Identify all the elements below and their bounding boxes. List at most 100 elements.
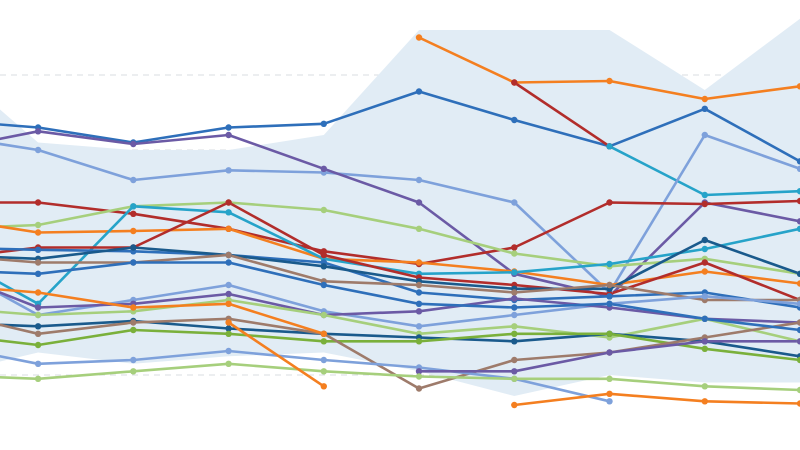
series-20-point-2: [34, 330, 42, 337]
series-12-point-2: [34, 246, 42, 253]
series-25-line: [0, 362, 800, 392]
series-10-point-3: [130, 203, 137, 210]
series-7-point-8: [606, 199, 613, 206]
series-14-line: [0, 253, 800, 302]
series-3-line: [512, 81, 611, 148]
series-19-point-5: [320, 338, 327, 345]
series-13-line: [0, 238, 800, 291]
series-7-line: [0, 199, 800, 266]
series-10-point-10: [796, 225, 800, 232]
series-1-point-10: [796, 83, 800, 90]
series-5-point-2: [34, 146, 42, 154]
series-6-line: [0, 130, 800, 298]
series-26-point-10: [796, 400, 800, 407]
series-14-point-4: [225, 251, 232, 259]
series-16-point-7: [511, 295, 518, 302]
series-5-point-9: [701, 131, 708, 139]
series-20-line: [0, 317, 800, 390]
series-6-point-10: [796, 218, 800, 225]
series-15-point-10: [796, 300, 800, 307]
series-25-point-10: [796, 386, 800, 394]
series-19-point-10: [796, 356, 800, 364]
series-11-line: [0, 201, 800, 302]
series-23-point-10: [796, 326, 800, 334]
series-17-point-7: [511, 323, 518, 330]
series-20-point-10: [796, 319, 800, 326]
series-23-line: [0, 261, 800, 332]
series-20-point-3: [130, 319, 137, 326]
series-18-point-2: [34, 323, 42, 330]
series-10-point-4: [225, 209, 232, 216]
series-16-point-4: [225, 290, 232, 298]
series-19-point-6: [415, 338, 423, 345]
series-14-point-2: [34, 259, 42, 266]
series-25-point-9: [701, 383, 708, 390]
series-points: [34, 34, 800, 409]
series-5-point-6: [415, 176, 423, 184]
series-6-point-5: [320, 165, 327, 172]
series-8-point-5: [320, 206, 327, 214]
series-6-point-3: [130, 140, 137, 148]
series-23-point-3: [130, 259, 137, 266]
series-2-point-9: [701, 105, 708, 113]
series-2-point-6: [415, 88, 423, 95]
series-25-point-8: [606, 375, 613, 382]
series-26-point-8: [606, 390, 613, 397]
series-2-point-7: [511, 116, 518, 124]
series-2-point-4: [225, 124, 232, 131]
series-13-point-5: [320, 263, 327, 270]
series-26-point-4: [225, 319, 232, 326]
series-9-point-6: [415, 259, 423, 266]
series-8-point-7: [511, 250, 518, 257]
series-22-point-7: [511, 368, 518, 375]
series-21-point-3: [130, 356, 137, 364]
series-19-point-9: [701, 345, 708, 352]
series-2-line: [0, 90, 800, 163]
series-21-point-2: [34, 360, 42, 367]
series-26-point-9: [701, 398, 708, 405]
series-6-point-4: [225, 131, 232, 139]
series-8-line: [0, 201, 800, 276]
series-1-point-6: [415, 34, 423, 41]
series-22-point-10: [796, 338, 800, 345]
range-band-area: [0, 18, 800, 396]
series-26-line-1: [227, 321, 326, 388]
series-18-line: [0, 319, 800, 358]
series-25-point-2: [34, 375, 42, 382]
series-24-point-3: [130, 304, 137, 311]
series-20-point-6: [415, 385, 423, 392]
series-24-point-5: [320, 330, 327, 337]
series-23-point-2: [34, 270, 42, 277]
series-4-point-10: [796, 188, 800, 195]
series-9-point-3: [130, 227, 137, 235]
series-22-point-8: [606, 349, 613, 356]
series-17-point-5: [320, 311, 327, 319]
series-4-point-9: [701, 191, 708, 199]
series-11-point-9: [701, 259, 708, 266]
series-5-point-7: [511, 199, 518, 206]
series-7-point-7: [511, 244, 518, 251]
series-25-point-3: [130, 368, 137, 375]
series-17-line: [0, 298, 800, 343]
series-7-point-3: [130, 210, 137, 217]
series-9-point-2: [34, 229, 42, 236]
series-19-line: [0, 328, 800, 362]
series-23-point-7: [511, 304, 518, 311]
series-15-point-6: [415, 323, 423, 330]
series-23-point-4: [225, 259, 232, 266]
series-13-point-9: [701, 236, 708, 244]
series-8-point-6: [415, 225, 423, 232]
series-23-point-6: [415, 300, 423, 307]
series-7-point-9: [701, 200, 708, 208]
series-17-point-2: [34, 311, 42, 319]
series-13-point-10: [796, 270, 800, 277]
range-band: [0, 18, 800, 396]
series-15-point-4: [225, 281, 232, 289]
series-24-point-4: [225, 300, 232, 307]
series-25-point-5: [320, 368, 327, 375]
series-26-point-7: [511, 401, 518, 409]
series-16-point-6: [415, 308, 423, 315]
series-24-point-2: [34, 289, 42, 296]
